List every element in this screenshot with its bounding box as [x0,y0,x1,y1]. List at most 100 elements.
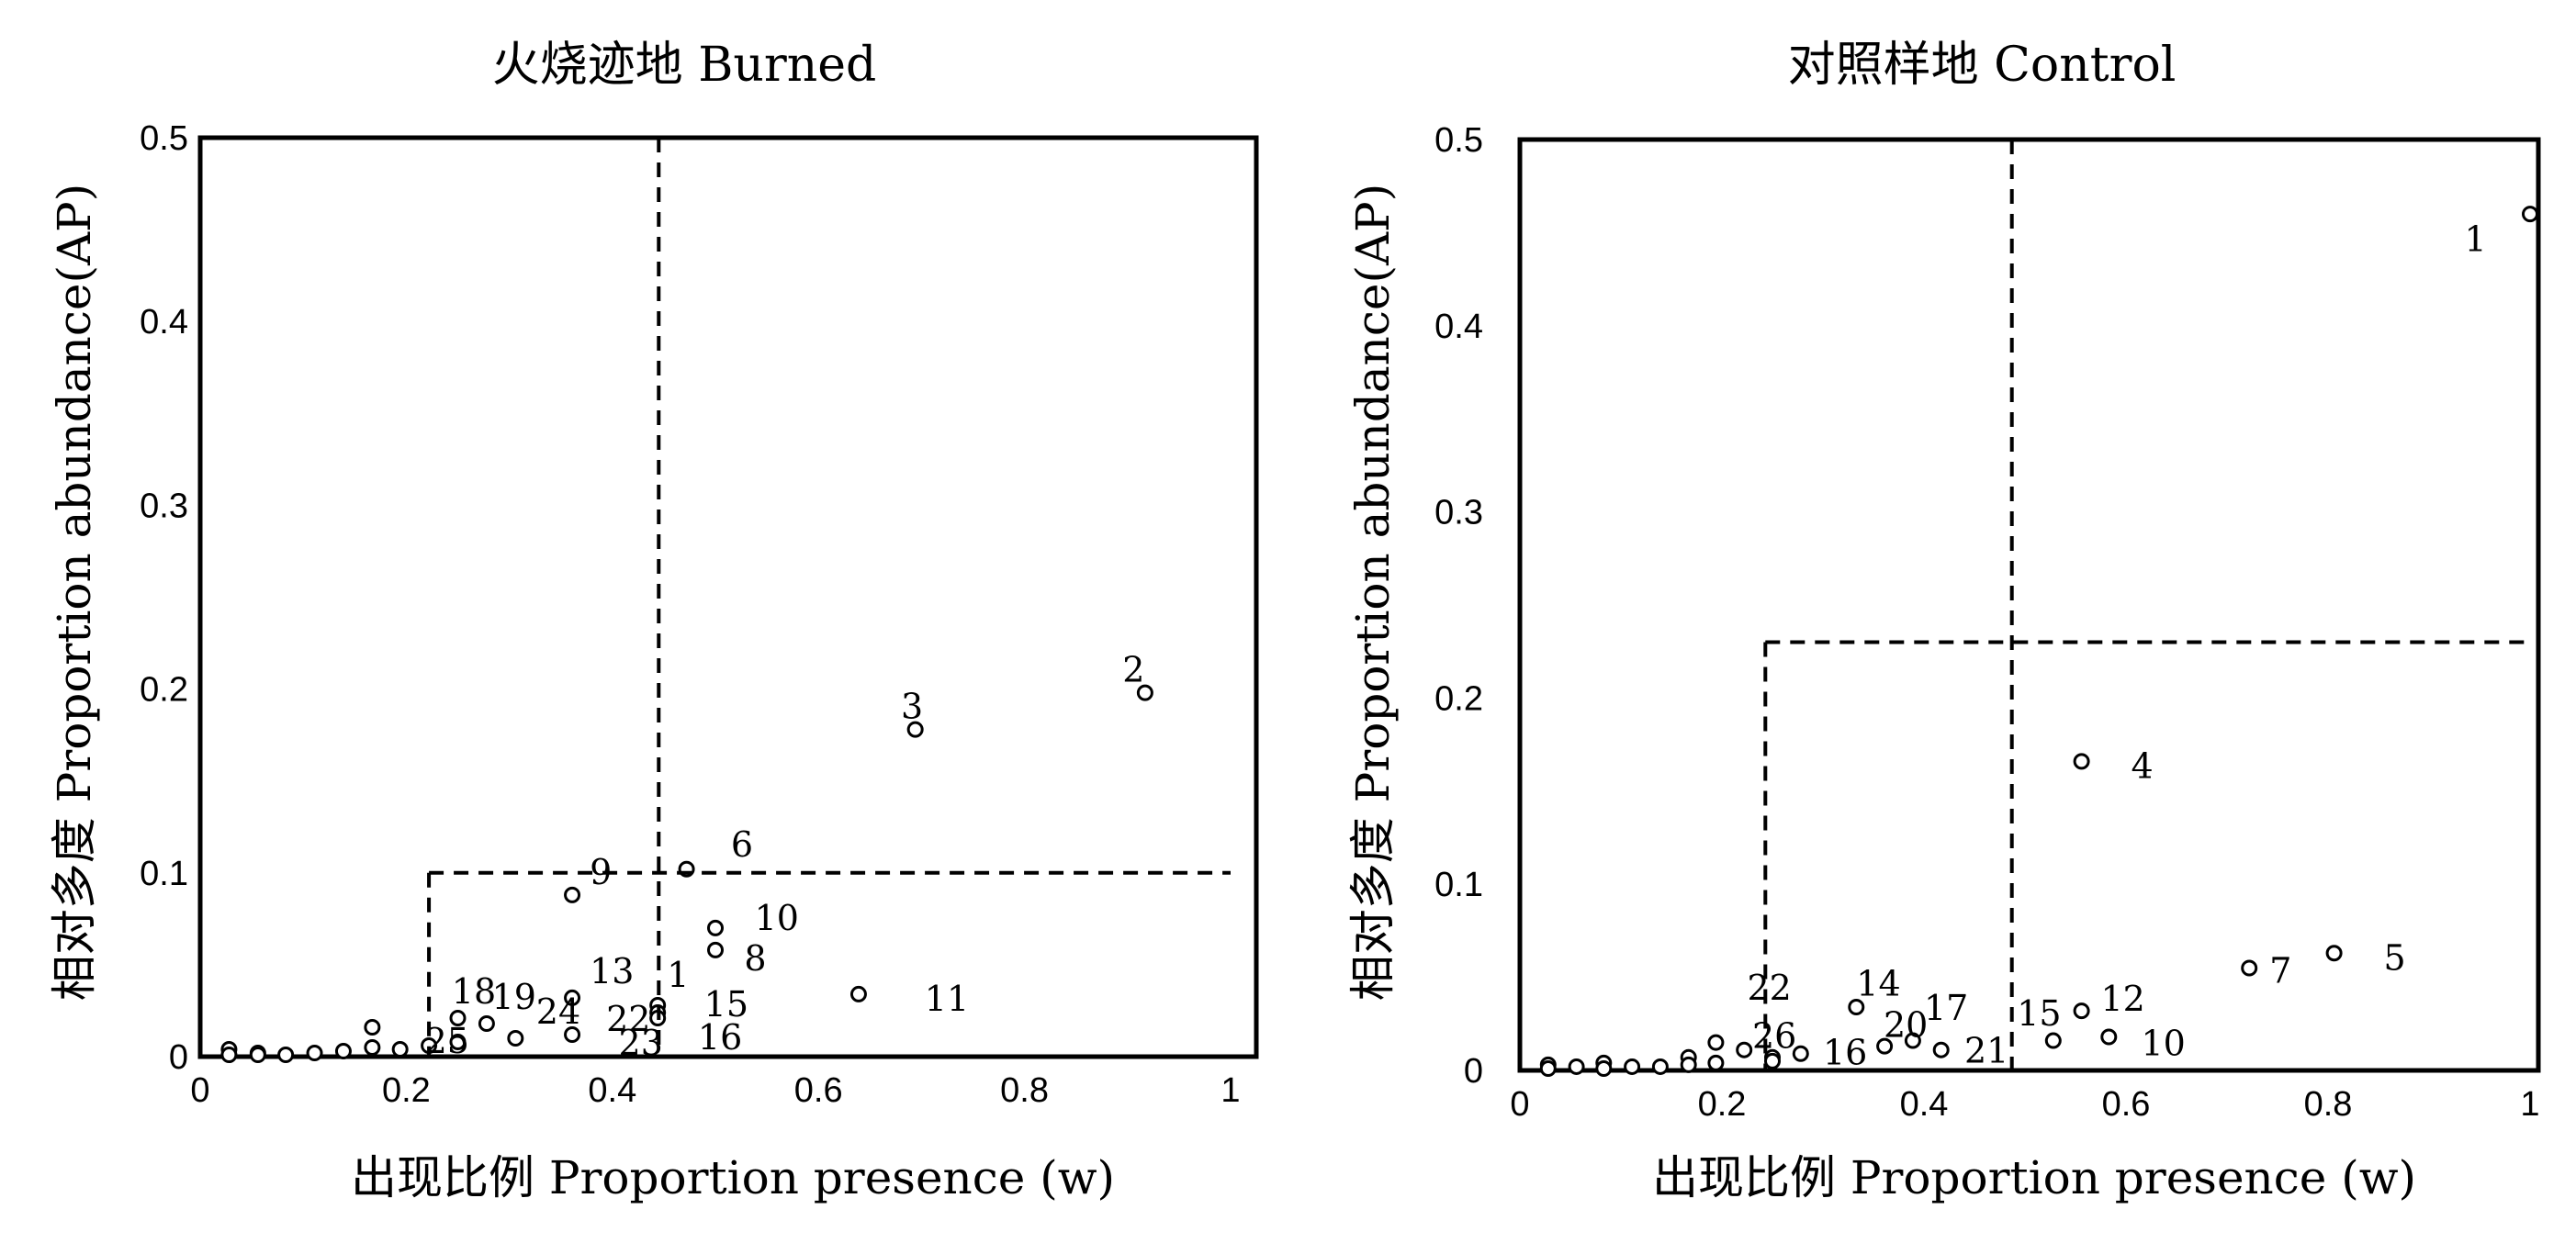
x-tick-label: 0 [190,1071,209,1110]
data-point [2100,1028,2118,1046]
data-point [1876,1037,1894,1055]
chart-title: 火烧迹地 Burned [492,38,877,93]
data-point [849,985,867,1002]
data-point [2044,1032,2062,1049]
y-tick-label: 0.1 [140,855,188,893]
data-point [1932,1041,1950,1058]
y-tick-label: 0.2 [140,671,188,710]
point-label: 8 [744,938,766,979]
data-point [1904,1032,1921,1049]
data-point [1568,1058,1585,1075]
point-label: 5 [2384,937,2406,978]
point-label: 10 [2142,1024,2186,1064]
x-tick-label: 0.8 [2304,1085,2353,1124]
point-label: 23 [619,1023,663,1063]
x-axis-label: 出现比例 Proportion presence (w) [351,1151,1115,1204]
x-tick-label: 0 [1510,1085,1529,1124]
y-tick-label: 0.5 [140,119,188,158]
y-tick-label: 0.4 [1434,308,1483,346]
point-label: 20 [1884,1004,1928,1045]
point-label: 22 [606,999,650,1039]
data-point [249,1046,266,1063]
data-point [1136,684,1153,701]
data-point [1792,1045,1809,1062]
data-point [2325,945,2343,962]
data-point [277,1046,295,1063]
point-label: 19 [492,977,536,1017]
x-tick-label: 0.4 [1900,1085,1949,1124]
point-label: 24 [536,991,580,1032]
data-point [1707,1034,1725,1051]
x-tick-label: 0.6 [2102,1085,2151,1124]
data-point [478,1014,495,1032]
y-tick-label: 0 [1464,1052,1483,1091]
data-point [707,941,724,958]
data-point [334,1042,352,1059]
x-tick-label: 0.2 [382,1071,431,1110]
point-label: 21 [1964,1031,2008,1071]
x-tick-label: 1 [2520,1085,2539,1124]
data-point [564,886,581,903]
data-point [1624,1058,1641,1075]
y-axis-label: 相对多度 Proportion abundance(AP) [48,184,101,1001]
point-label: 18 [452,971,496,1012]
y-tick-label: 0 [169,1038,188,1077]
y-tick-label: 0.3 [140,487,188,525]
x-tick-label: 1 [1221,1071,1240,1110]
y-tick-label: 0.4 [140,303,188,342]
point-label: 11 [925,979,969,1019]
data-point [1764,1052,1781,1069]
x-axis-label: 出现比例 Proportion presence (w) [1652,1151,2416,1204]
point-label: 16 [1823,1033,1867,1073]
panel-burned: 火烧迹地 Burned 2369108111151613222324181925… [48,38,1259,1204]
plot-frame [197,135,1259,1059]
point-label: 1 [667,955,689,995]
point-label: 22 [1748,968,1792,1008]
point-label: 10 [755,898,799,938]
y-tick-label: 0.5 [1434,121,1483,160]
data-point [1707,1054,1725,1071]
point-label: 2 [1122,650,1144,690]
point-label: 17 [1924,988,1968,1028]
data-point [391,1040,409,1058]
data-point [2073,753,2090,770]
data-point [564,1025,581,1043]
point-label: 25 [425,1021,469,1061]
data-point [220,1046,238,1063]
point-label: 15 [2017,993,2061,1034]
x-tick-label: 0.8 [1000,1071,1049,1110]
point-label: 1 [2465,219,2487,260]
point-label: 13 [590,951,634,991]
y-tick-label: 0.1 [1434,866,1483,904]
chart-title: 对照样地 Control [1788,38,2177,93]
data-point [449,1033,467,1050]
data-point [306,1044,323,1061]
data-point [1680,1056,1697,1073]
data-point [2522,206,2538,223]
point-label: 15 [704,984,748,1025]
x-tick-label: 0.4 [588,1071,636,1110]
point-label: 26 [1752,1015,1796,1056]
point-label: 3 [901,687,923,727]
data-point [2073,1002,2090,1020]
data-point [449,1009,467,1026]
data-point [364,1018,381,1036]
data-point [1595,1059,1613,1077]
y-axis-label: 相对多度 Proportion abundance(AP) [1346,184,1400,1001]
y-tick-label: 0.3 [1434,494,1483,532]
x-tick-label: 0.2 [1698,1085,1747,1124]
point-label: 9 [590,852,612,892]
data-point [507,1029,524,1047]
point-label: 6 [731,824,753,865]
x-tick-label: 0.6 [794,1071,843,1110]
point-label: 4 [2132,745,2154,786]
point-label: 12 [2101,979,2145,1019]
data-point [707,919,724,936]
point-label: 16 [698,1017,742,1058]
y-tick-label: 0.2 [1434,679,1483,718]
data-point [2241,959,2258,977]
data-point [564,989,581,1006]
point-label: 14 [1856,964,1900,1004]
data-point [1848,999,1865,1016]
